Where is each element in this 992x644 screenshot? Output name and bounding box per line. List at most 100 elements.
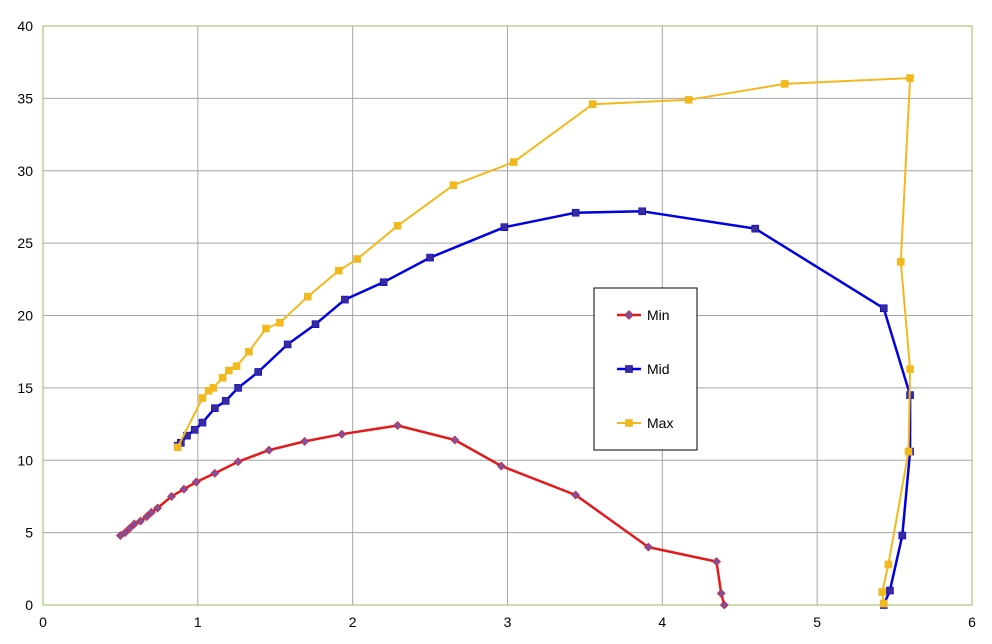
point-mid bbox=[571, 208, 580, 217]
point-max bbox=[353, 255, 362, 263]
point-min bbox=[571, 490, 581, 500]
point-min bbox=[142, 512, 152, 522]
legend-box bbox=[593, 287, 698, 451]
point-max bbox=[780, 80, 789, 88]
point-min bbox=[120, 528, 130, 538]
y-tick-label: 40 bbox=[17, 18, 33, 34]
point-mid bbox=[190, 426, 199, 434]
series-min bbox=[115, 421, 729, 610]
point-min bbox=[125, 523, 135, 533]
point-mid bbox=[311, 320, 320, 328]
point-min bbox=[393, 421, 402, 430]
point-max bbox=[173, 443, 182, 452]
point-min bbox=[167, 492, 176, 501]
point-max bbox=[245, 347, 253, 356]
point-min bbox=[153, 503, 163, 513]
point-min bbox=[712, 557, 721, 566]
point-max bbox=[879, 599, 888, 608]
y-tick-label: 10 bbox=[17, 452, 33, 468]
point-max bbox=[684, 96, 693, 104]
legend-entry-max: Max bbox=[617, 415, 673, 431]
point-min bbox=[300, 437, 310, 446]
point-min bbox=[719, 600, 729, 610]
point-mid bbox=[638, 207, 647, 216]
legend-entry-min: Min bbox=[617, 307, 670, 323]
point-mid bbox=[198, 418, 207, 427]
point-mid bbox=[379, 278, 388, 287]
point-mid bbox=[879, 304, 888, 313]
legend-label-min: Min bbox=[647, 307, 670, 323]
x-tick-label: 2 bbox=[349, 614, 357, 630]
point-mid bbox=[898, 531, 907, 540]
y-tick-label: 5 bbox=[25, 525, 33, 541]
point-max bbox=[884, 560, 893, 569]
point-max bbox=[232, 362, 241, 370]
point-mid bbox=[211, 404, 219, 412]
point-max bbox=[906, 74, 914, 82]
point-mid bbox=[426, 253, 434, 262]
legend: Min Mid Max bbox=[593, 287, 698, 451]
y-tick-label: 30 bbox=[17, 163, 33, 179]
horizontal-gridlines bbox=[43, 97, 972, 534]
point-max bbox=[449, 181, 458, 190]
x-tick-label: 6 bbox=[968, 614, 976, 630]
point-mid bbox=[751, 224, 760, 233]
point-max bbox=[509, 158, 518, 166]
x-tick-label: 3 bbox=[504, 614, 512, 630]
point-max bbox=[393, 221, 402, 230]
point-max bbox=[303, 292, 312, 301]
point-mid bbox=[221, 397, 230, 405]
y-tick-label: 20 bbox=[17, 308, 33, 324]
point-min bbox=[129, 519, 139, 529]
x-axis-tick-labels: 0 1 2 3 4 5 6 bbox=[39, 614, 976, 630]
point-max bbox=[209, 384, 218, 392]
y-tick-label: 35 bbox=[17, 90, 33, 106]
point-mid bbox=[234, 384, 242, 392]
point-min bbox=[136, 516, 145, 526]
point-max bbox=[218, 373, 227, 382]
point-min bbox=[450, 435, 460, 445]
point-min bbox=[496, 461, 506, 471]
point-max bbox=[588, 100, 597, 108]
point-min bbox=[146, 507, 156, 517]
x-tick-label: 5 bbox=[813, 614, 821, 630]
point-mid bbox=[886, 586, 894, 595]
point-max bbox=[198, 394, 207, 402]
series-layer bbox=[115, 74, 914, 610]
point-mid bbox=[341, 295, 349, 304]
y-tick-label: 0 bbox=[25, 597, 33, 613]
legend-marker-min bbox=[624, 310, 634, 320]
point-max bbox=[904, 447, 913, 456]
point-min bbox=[179, 484, 189, 494]
point-max bbox=[878, 588, 886, 596]
x-tick-label: 4 bbox=[658, 614, 666, 630]
y-tick-label: 15 bbox=[17, 380, 33, 396]
legend-label-max: Max bbox=[647, 415, 673, 431]
legend-entry-mid: Mid bbox=[617, 361, 670, 377]
point-max bbox=[225, 366, 233, 375]
point-max bbox=[896, 258, 905, 266]
legend-label-mid: Mid bbox=[647, 361, 670, 377]
point-min bbox=[643, 542, 653, 552]
point-max bbox=[262, 324, 270, 333]
point-min bbox=[233, 457, 243, 467]
point-max bbox=[906, 365, 914, 373]
plot-border bbox=[42, 25, 973, 606]
point-min bbox=[337, 429, 347, 439]
point-min bbox=[191, 477, 201, 487]
point-mid bbox=[283, 340, 292, 349]
point-mid bbox=[254, 368, 263, 376]
point-max bbox=[334, 266, 343, 275]
y-tick-label: 25 bbox=[17, 235, 33, 251]
legend-marker-max bbox=[625, 419, 633, 427]
point-mid bbox=[500, 223, 509, 232]
x-tick-label: 0 bbox=[39, 614, 47, 630]
series-max bbox=[173, 74, 914, 608]
x-tick-label: 1 bbox=[194, 614, 202, 630]
point-max bbox=[276, 318, 284, 327]
legend-marker-mid bbox=[625, 365, 633, 373]
y-axis-tick-labels: 0 5 10 15 20 25 30 35 40 bbox=[17, 18, 33, 613]
point-min bbox=[264, 445, 274, 455]
point-min bbox=[716, 588, 726, 598]
